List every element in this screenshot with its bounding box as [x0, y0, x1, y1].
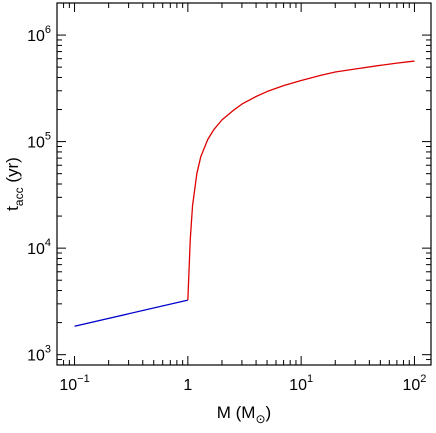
- series-line-2: [187, 60, 415, 301]
- axis-ticks: 10−1 1 101 102 103 104 105 106: [27, 2, 431, 394]
- plot-frame: [56, 2, 432, 366]
- y-tick-label: 106: [27, 24, 51, 45]
- x-tick-label: 101: [289, 373, 313, 394]
- series-line-1: [74, 299, 188, 327]
- x-axis-label: M (M⊙): [217, 403, 271, 426]
- y-axis-label: tacc (yr): [3, 157, 26, 211]
- x-tick-label: 10−1: [59, 373, 89, 394]
- y-tick-label: 103: [27, 344, 51, 365]
- x-tick-label: 1: [183, 377, 192, 394]
- y-tick-label: 104: [27, 237, 51, 258]
- series-group: [74, 60, 415, 327]
- x-tick-label: 102: [402, 373, 426, 394]
- y-tick-label: 105: [27, 131, 51, 152]
